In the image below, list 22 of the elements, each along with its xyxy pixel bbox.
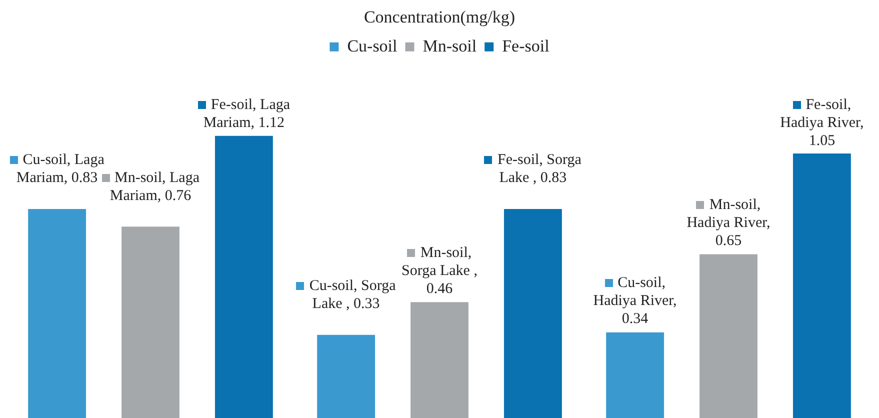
data-label: Mn-soil, Sorga Lake , 0.46 [402,245,478,298]
data-label: Cu-soil, Sorga Lake , 0.33 [308,276,396,313]
legend-label: Cu-soil [347,36,398,56]
bar [317,334,376,418]
data-label: Fe-soil, Hadiya River, 1.05 [779,96,865,150]
data-label: Cu-soil, Hadiya River, 0.34 [592,274,678,328]
bar [28,208,86,418]
bar [700,254,758,418]
data-label: Cu-soil, Laga Mariam, 0.83 [15,150,106,187]
data-label: Fe-soil, Laga Mariam, 1.12 [202,96,292,132]
bar [214,136,273,418]
bar [122,226,180,418]
bar [504,208,562,418]
legend-label: Mn-soil [422,36,477,56]
data-label: Fe-soil, Sorga Lake , 0.83 [496,150,582,187]
bar [410,302,468,418]
data-label: Mn-soil, Hadiya River, 0.65 [686,196,772,250]
data-label: Mn-soil, Laga Mariam, 0.76 [108,168,200,205]
chart-title: Concentration(mg/kg) [364,8,516,27]
bar [606,332,664,418]
bar [792,154,851,418]
legend-label: Fe-soil [502,36,550,56]
